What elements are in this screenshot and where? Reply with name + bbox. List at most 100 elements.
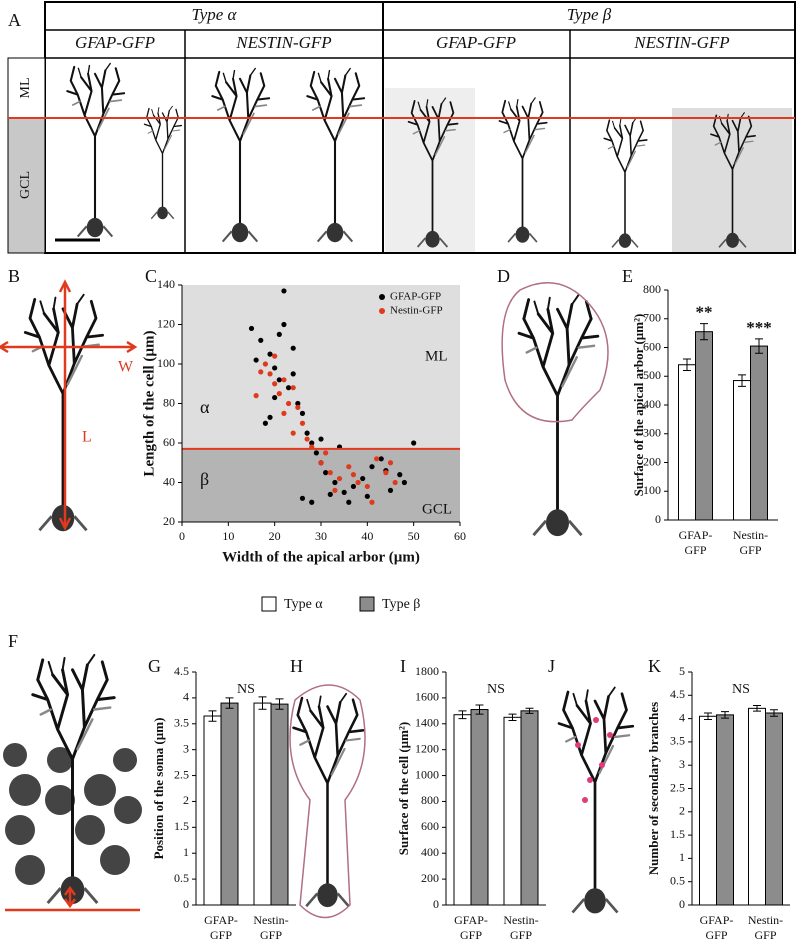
y-tick-label: 300	[643, 426, 661, 440]
y-tick-label: 1800	[415, 664, 439, 678]
bar	[253, 702, 272, 906]
panel-a: Type α Type β GFAP-GFP NESTIN-GFP GFAP-G…	[7, 1, 796, 254]
bar	[716, 714, 734, 906]
y-tick-label: 1000	[415, 767, 439, 781]
line-header: GFAP-GFP	[75, 33, 155, 52]
point	[285, 400, 292, 407]
point	[369, 464, 375, 470]
error-bar	[770, 709, 778, 717]
y-tick-label: 60	[163, 435, 175, 449]
point	[285, 385, 292, 391]
micrograph	[305, 67, 366, 244]
point	[374, 456, 380, 462]
neuron-drawing	[292, 692, 365, 909]
bar	[270, 703, 289, 906]
x-tick-label: GFAP-	[700, 913, 734, 927]
y-tick-label: 1	[679, 850, 685, 864]
y-tick-label: 4.5	[174, 664, 189, 678]
y-tick-label: 2	[679, 804, 685, 818]
point	[272, 394, 278, 401]
layer-box	[7, 57, 46, 119]
annotation: NS	[732, 682, 750, 697]
point	[299, 410, 306, 416]
point	[411, 440, 417, 446]
y-tick-label: 0	[679, 897, 685, 911]
error-bar	[275, 698, 284, 710]
panel-label: H	[290, 656, 303, 676]
point	[281, 288, 287, 294]
point	[262, 420, 268, 426]
x-tick-label: GFP	[684, 543, 706, 557]
point	[272, 365, 278, 371]
error-bar	[458, 710, 467, 720]
type-label: α	[200, 397, 210, 417]
y-tick-label: 140	[157, 277, 175, 291]
y-tick-label: 20	[163, 514, 175, 528]
point	[364, 483, 370, 490]
point	[267, 351, 273, 357]
y-tick-label: 1400	[415, 716, 439, 730]
x-tick-label: GFP	[705, 928, 727, 942]
x-tick-label: 60	[454, 529, 466, 543]
y-axis-title: Length of the cell (µm)	[141, 330, 157, 476]
y-tick-label: 800	[643, 282, 661, 296]
panel-label: G	[148, 656, 161, 676]
panel-label: E	[622, 266, 633, 286]
line-header: GFAP-GFP	[436, 33, 516, 52]
point	[387, 487, 394, 493]
y-tick-label: 3	[679, 757, 685, 771]
point	[327, 491, 333, 497]
bar	[503, 716, 522, 906]
bar	[695, 331, 713, 521]
point	[304, 436, 310, 442]
point	[309, 499, 315, 505]
legend-marker	[379, 294, 385, 300]
y-tick-label: 40	[163, 474, 175, 488]
y-tick-label: 2.5	[174, 767, 189, 781]
x-tick-label: GFP	[260, 928, 282, 942]
x-tick-label: 40	[361, 529, 373, 543]
point	[295, 404, 301, 411]
y-tick-label: 4	[183, 690, 189, 704]
y-axis-title: Number of secondary branches	[646, 702, 661, 875]
point	[313, 450, 319, 456]
legend-swatch	[359, 596, 375, 612]
point	[272, 353, 278, 359]
y-tick-label: 400	[643, 397, 661, 411]
bar	[765, 712, 783, 906]
y-tick-label: 100	[157, 356, 175, 370]
branch-points	[575, 717, 613, 803]
bar	[203, 715, 222, 906]
measure-arrow	[63, 885, 77, 909]
arbor-outline	[501, 282, 609, 423]
micrograph	[498, 96, 549, 244]
y-tick-label: 4	[679, 710, 685, 724]
y-tick-label: 4.5	[670, 687, 685, 701]
region	[182, 448, 460, 522]
y-tick-label: 1600	[415, 690, 439, 704]
y-tick-label: 1200	[415, 741, 439, 755]
x-axis-title: Width of the apical arbor (µm)	[222, 549, 420, 565]
x-tick-label: Nestin-	[733, 528, 768, 542]
point	[276, 331, 282, 337]
y-tick-label: 700	[643, 311, 661, 325]
panel-label: K	[648, 656, 661, 676]
bar	[748, 707, 766, 906]
point	[387, 460, 394, 466]
micrograph	[143, 105, 183, 221]
y-tick-label: 200	[643, 454, 661, 468]
error-bar	[721, 711, 729, 719]
legend-marker	[379, 308, 385, 314]
point	[318, 460, 324, 466]
bar	[733, 380, 751, 521]
y-axis-title: Surface of the cell (µm²)	[396, 722, 411, 855]
point	[327, 470, 333, 476]
error-bar	[738, 374, 746, 387]
point	[369, 499, 375, 505]
point	[383, 470, 389, 476]
measure-arrow	[0, 285, 135, 525]
point	[276, 391, 282, 397]
bar	[678, 364, 696, 521]
region-label: GCL	[422, 501, 452, 517]
